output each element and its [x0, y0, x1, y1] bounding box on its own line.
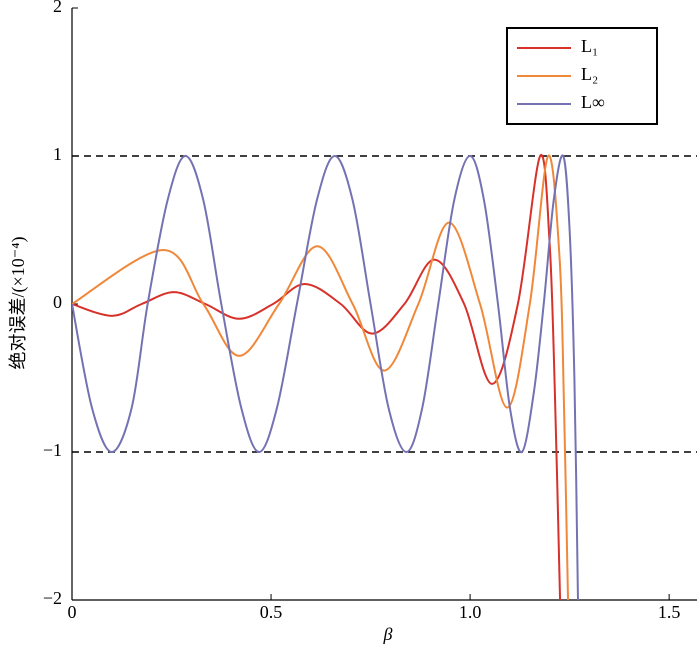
legend-label: L₁ — [581, 36, 598, 56]
x-axis-label: β — [383, 624, 393, 644]
y-axis-label: 绝对误差/(×10⁻⁴) — [8, 237, 29, 370]
line-series — [72, 154, 579, 601]
plot-area — [72, 153, 579, 601]
y-tick-label: 1 — [53, 144, 62, 164]
legend-label: L₂ — [581, 64, 598, 84]
line-series — [72, 154, 570, 601]
x-tick-label: 0 — [68, 602, 77, 622]
y-tick-label: −1 — [43, 440, 62, 460]
y-tick-label: 2 — [53, 0, 62, 16]
x-tick-label: 1.0 — [459, 602, 482, 622]
x-tick-label: 1.5 — [658, 602, 681, 622]
legend-label: L∞ — [581, 92, 605, 112]
x-tick-label: 0.5 — [260, 602, 283, 622]
y-tick-label: 0 — [53, 292, 62, 312]
y-tick-label: −2 — [43, 588, 62, 608]
line-series — [72, 153, 562, 601]
